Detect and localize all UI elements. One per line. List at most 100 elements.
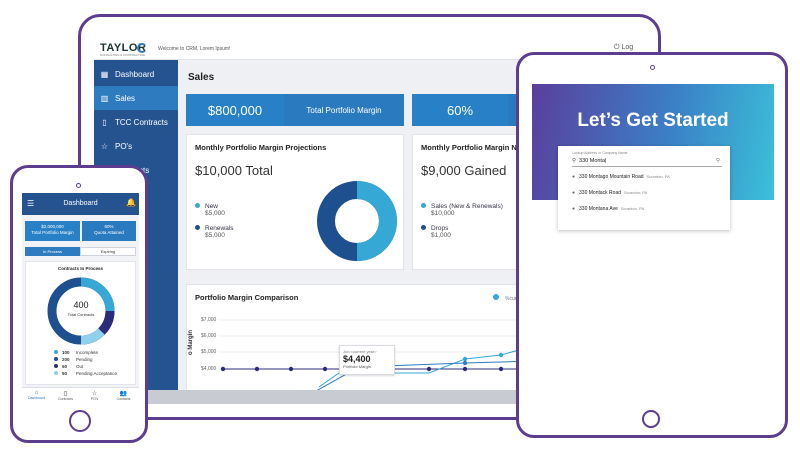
sidebar-item-pos[interactable]: ☆ PO's [94, 134, 178, 158]
point [220, 366, 226, 372]
header-title: Dashboard [63, 200, 98, 207]
bottom-nav: ⌂ Dashboard ▯ Contracts ☆ PO's 👥 Contacts [22, 387, 139, 405]
phone-header: ☰ Dashboard 🔔 [22, 193, 139, 215]
sidebar-item-label: PO's [115, 141, 133, 151]
search-value: 330 Monta| [579, 158, 607, 164]
top-bar: TAYLOR CONSULTING & CONTRACTING Welcome … [94, 38, 646, 60]
tablet-camera [650, 65, 655, 70]
phone-home-button[interactable] [69, 410, 91, 432]
card-title: Contracts In Process [57, 266, 103, 271]
legend-dot [54, 350, 58, 354]
legend-item: Drops $1,000 [421, 225, 451, 239]
legend-count: 100 [62, 350, 70, 355]
suggestion-street: 330 Montago Mountain Road [579, 174, 644, 180]
tablet-screen: Let’s Get Started Lookup Address or Comp… [532, 84, 774, 406]
legend-name: Out [76, 364, 84, 369]
legend-dot [54, 364, 58, 368]
document-icon: ▯ [63, 391, 68, 397]
tab-expiring[interactable]: Expiring [80, 247, 136, 256]
nav-label: Dashboard [27, 396, 46, 400]
donut-segment-out [98, 310, 115, 335]
y-tick-label: $5,000 [201, 349, 217, 355]
legend-value: $5,000 [205, 232, 225, 239]
y-tick-label: $7,000 [201, 317, 217, 323]
point [462, 366, 468, 372]
donut-chart [317, 181, 397, 261]
legend-name: %curr [505, 296, 519, 302]
donut-label: Total Contracts [67, 312, 95, 317]
bell-icon[interactable]: 🔔 [126, 198, 136, 207]
tooltip-title: Jun <current year> [343, 349, 377, 354]
point [498, 366, 504, 372]
sidebar-item-label: TCC Contracts [115, 117, 168, 127]
kpi-value: $800,000 [186, 94, 284, 126]
legend-dot [493, 294, 499, 300]
people-icon: 👥 [119, 391, 128, 397]
point [462, 356, 468, 362]
legend-value: $1,000 [431, 232, 451, 239]
legend-name: New [205, 203, 219, 210]
nav-label: Contacts [116, 397, 131, 401]
legend-name: Pending Acceptance [76, 371, 118, 376]
legend-dot [195, 203, 200, 208]
card-title: Portfolio Margin Comparison [195, 293, 299, 302]
sidebar-item-dashboard[interactable]: ▦ Dashboard [94, 62, 178, 86]
donut-segment-new [356, 181, 397, 261]
menu-icon[interactable]: ☰ [27, 199, 35, 208]
chart-tooltip: Jun <current year> $4,400 Portfolio Marg… [339, 345, 395, 375]
donut-segment-pending-acceptance [80, 328, 105, 345]
legend-item: 200 Pending [54, 357, 93, 362]
kpi-label: Total Portfolio Margin [284, 94, 404, 126]
point [462, 360, 468, 366]
suggestion-city: Scranton, PA [624, 190, 648, 195]
sidebar-item-label: Sales [115, 93, 136, 103]
legend-dot [421, 225, 426, 230]
legend-dot [54, 371, 58, 375]
nav-label: PO's [90, 397, 99, 401]
legend-item: 100 Incomplete [54, 350, 98, 355]
tooltip-value: $4,400 [343, 354, 371, 364]
logo: TAYLOR [100, 42, 147, 54]
card-total: $9,000 Gained [421, 163, 507, 178]
y-tick-label: $6,000 [201, 333, 217, 339]
search-icon: ⚲ [572, 158, 577, 164]
legend-dot [54, 357, 58, 361]
kpi-value: 60% [412, 94, 508, 126]
point [254, 366, 260, 372]
legend-name: Pending [76, 357, 93, 362]
logo-ring-icon [137, 43, 147, 53]
sidebar-item-sales[interactable]: ▥ Sales [94, 86, 178, 110]
y-axis-label: o Margin [188, 330, 194, 355]
suggestion-street: 330 Montack Road [579, 190, 622, 196]
sidebar-item-tcc-contracts[interactable]: ▯ TCC Contracts [94, 110, 178, 134]
legend-count: 200 [62, 357, 70, 362]
legend-value: $10,000 [431, 210, 455, 217]
legend-item: Renewals $5,000 [195, 225, 234, 239]
logo-subtitle: CONSULTING & CONTRACTING [100, 53, 146, 57]
legend-dot [421, 203, 426, 208]
kpi-label: Quota Attained [94, 230, 124, 235]
search-label: Lookup Address or Company Name [572, 151, 628, 155]
contracts-card: Contracts In Process 400 Total Contracts… [25, 261, 136, 385]
suggestion-item[interactable]: ● 330 Montack Road Scranton, PA [572, 190, 647, 196]
search-input[interactable]: ⚲ 330 Monta| ⚲ [572, 158, 722, 167]
point [288, 366, 294, 372]
tab-in-process[interactable]: In Process [25, 247, 80, 256]
suggestion-street: 330 Montana Ave [579, 206, 618, 212]
suggestion-item[interactable]: ● 330 Montana Ave Scranton, PA [572, 206, 644, 212]
nav-item-contacts[interactable]: 👥 Contacts [109, 390, 138, 401]
tablet-home-button[interactable] [642, 410, 660, 428]
nav-label: Contracts [58, 397, 73, 401]
sidebar-item-label: Dashboard [115, 69, 155, 79]
suggestion-item[interactable]: ● 330 Montago Mountain Road Scranton, PA [572, 174, 670, 180]
legend-item: 50 Pending Acceptance [54, 371, 117, 376]
card-title: Monthly Portfolio Margin Projections [195, 143, 327, 152]
nav-item-contracts[interactable]: ▯ Contracts [51, 390, 80, 401]
welcome-text: Welcome to CRM, Lorem Ipsum! [158, 46, 231, 52]
nav-item-dashboard[interactable]: ⌂ Dashboard [22, 390, 51, 400]
kpi-card: 60% Quota Attained [82, 221, 136, 241]
star-icon: ☆ [91, 391, 98, 397]
point [426, 366, 432, 372]
nav-item-pos[interactable]: ☆ PO's [80, 390, 109, 401]
point [498, 352, 504, 358]
